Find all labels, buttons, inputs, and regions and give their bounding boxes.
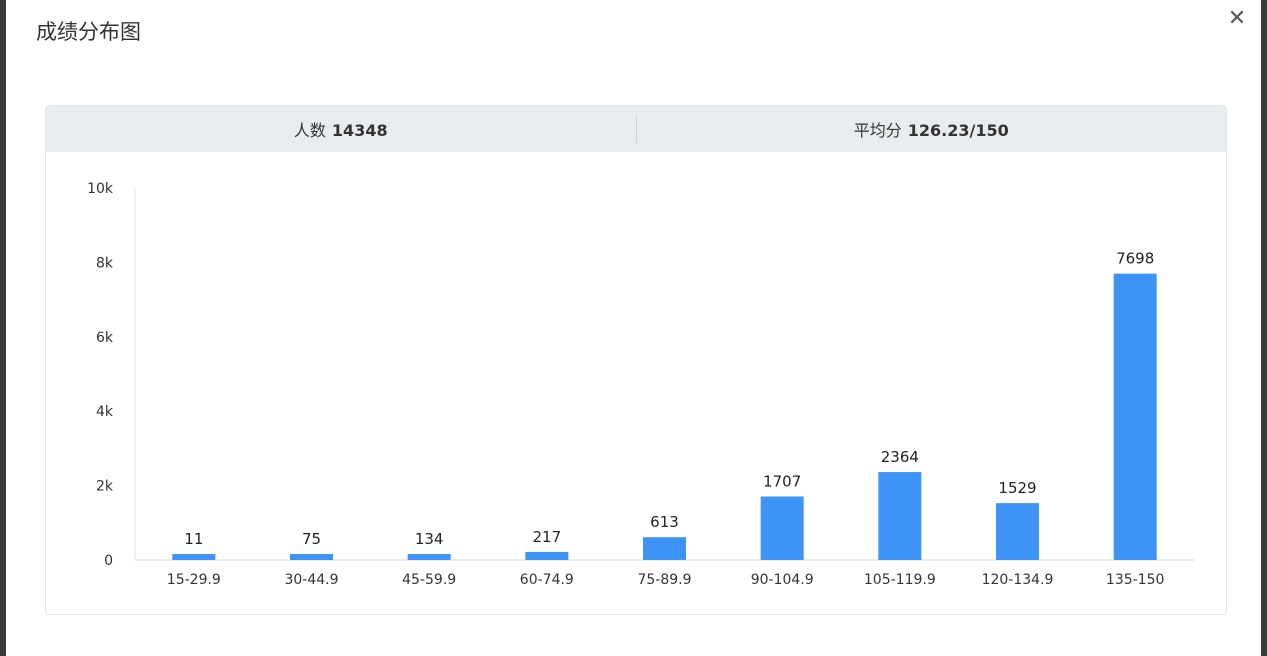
bar bbox=[525, 551, 569, 560]
x-tick-label: 15-29.9 bbox=[167, 572, 221, 588]
score-distribution-modal: 成绩分布图 ✕ 人数 14348 平均分 126.23/150 0 2k 4k 6k 8k 1… bbox=[6, 0, 1261, 656]
x-tick-label: 30-44.9 bbox=[284, 572, 338, 588]
bar bbox=[878, 472, 922, 560]
data-label: 613 bbox=[650, 513, 679, 531]
stat-count-label: 人数 bbox=[293, 121, 326, 140]
data-label: 11 bbox=[184, 530, 203, 548]
y-tick-label: 10k bbox=[87, 181, 114, 197]
x-tick-label: 45-59.9 bbox=[402, 572, 456, 588]
data-label: 2364 bbox=[881, 448, 919, 466]
chart-card: 人数 14348 平均分 126.23/150 0 2k 4k 6k 8k 10k 11 15-2… bbox=[45, 105, 1227, 615]
data-label: 1707 bbox=[763, 472, 801, 490]
bar bbox=[760, 496, 804, 560]
y-tick-label: 0 bbox=[104, 553, 113, 569]
stat-average-value: 126.23/150 bbox=[907, 121, 1009, 140]
bar bbox=[407, 554, 451, 560]
stat-count-value: 14348 bbox=[331, 121, 388, 140]
y-tick-label: 4k bbox=[96, 404, 114, 420]
data-label: 217 bbox=[533, 528, 562, 546]
stat-average-label: 平均分 bbox=[853, 121, 902, 140]
bar bbox=[996, 503, 1039, 560]
data-label: 75 bbox=[302, 530, 321, 548]
stat-average: 平均分 126.23/150 bbox=[637, 117, 1227, 141]
x-tick-label: 105-119.9 bbox=[864, 572, 936, 588]
bar bbox=[1113, 273, 1157, 560]
y-tick-label: 8k bbox=[96, 255, 114, 271]
close-icon[interactable]: ✕ bbox=[1227, 5, 1247, 31]
x-tick-label: 120-134.9 bbox=[982, 572, 1054, 588]
x-tick-label: 135-150 bbox=[1106, 572, 1165, 588]
y-tick-label: 2k bbox=[96, 479, 114, 495]
x-tick-label: 75-89.9 bbox=[637, 572, 691, 588]
x-tick-label: 60-74.9 bbox=[520, 572, 574, 588]
data-label: 7698 bbox=[1116, 250, 1154, 268]
x-tick-label: 90-104.9 bbox=[751, 572, 814, 588]
data-label: 1529 bbox=[998, 479, 1036, 497]
stat-divider bbox=[635, 115, 637, 143]
bar bbox=[643, 537, 686, 560]
stat-count: 人数 14348 bbox=[46, 117, 636, 141]
bar bbox=[172, 554, 216, 560]
y-tick-label: 6k bbox=[96, 330, 114, 346]
data-label: 134 bbox=[415, 530, 444, 548]
bar bbox=[290, 554, 333, 560]
stats-bar: 人数 14348 平均分 126.23/150 bbox=[46, 106, 1226, 152]
modal-title: 成绩分布图 bbox=[36, 20, 141, 44]
bar-chart: 0 2k 4k 6k 8k 10k 11 15-29.9 75 30-44.9 134 45-59.9… bbox=[87, 181, 1194, 588]
